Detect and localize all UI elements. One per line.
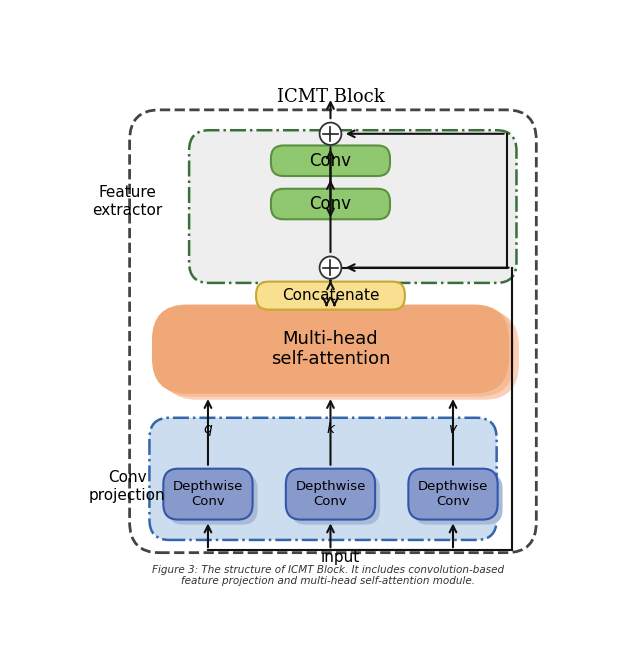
FancyBboxPatch shape <box>256 282 405 309</box>
FancyBboxPatch shape <box>271 145 390 176</box>
Text: input: input <box>321 550 360 565</box>
Text: Conv: Conv <box>310 195 351 213</box>
FancyBboxPatch shape <box>291 474 380 525</box>
Text: Depthwise
Conv: Depthwise Conv <box>295 480 365 508</box>
FancyBboxPatch shape <box>286 469 375 520</box>
FancyBboxPatch shape <box>152 305 509 393</box>
FancyBboxPatch shape <box>168 474 257 525</box>
Text: Figure 3: The structure of ICMT Block. It includes convolution-based
feature pro: Figure 3: The structure of ICMT Block. I… <box>152 564 504 586</box>
FancyBboxPatch shape <box>157 307 514 397</box>
Text: Feature
extractor: Feature extractor <box>92 185 163 217</box>
FancyBboxPatch shape <box>189 130 516 283</box>
Text: v: v <box>449 422 457 436</box>
Text: Depthwise
Conv: Depthwise Conv <box>418 480 488 508</box>
FancyBboxPatch shape <box>408 469 498 520</box>
FancyBboxPatch shape <box>413 474 502 525</box>
FancyBboxPatch shape <box>163 469 253 520</box>
Text: Multi-head
self-attention: Multi-head self-attention <box>271 330 390 368</box>
Text: Concatenate: Concatenate <box>282 288 380 303</box>
Text: Conv
projection: Conv projection <box>89 470 165 503</box>
Text: Depthwise
Conv: Depthwise Conv <box>173 480 243 508</box>
FancyBboxPatch shape <box>271 189 390 219</box>
FancyBboxPatch shape <box>150 418 497 540</box>
FancyBboxPatch shape <box>162 311 519 400</box>
Text: Conv: Conv <box>310 152 351 170</box>
Text: k: k <box>326 422 335 436</box>
Text: ICMT Block: ICMT Block <box>276 88 385 106</box>
Circle shape <box>319 122 341 145</box>
Circle shape <box>319 256 341 279</box>
Text: q: q <box>204 422 212 436</box>
